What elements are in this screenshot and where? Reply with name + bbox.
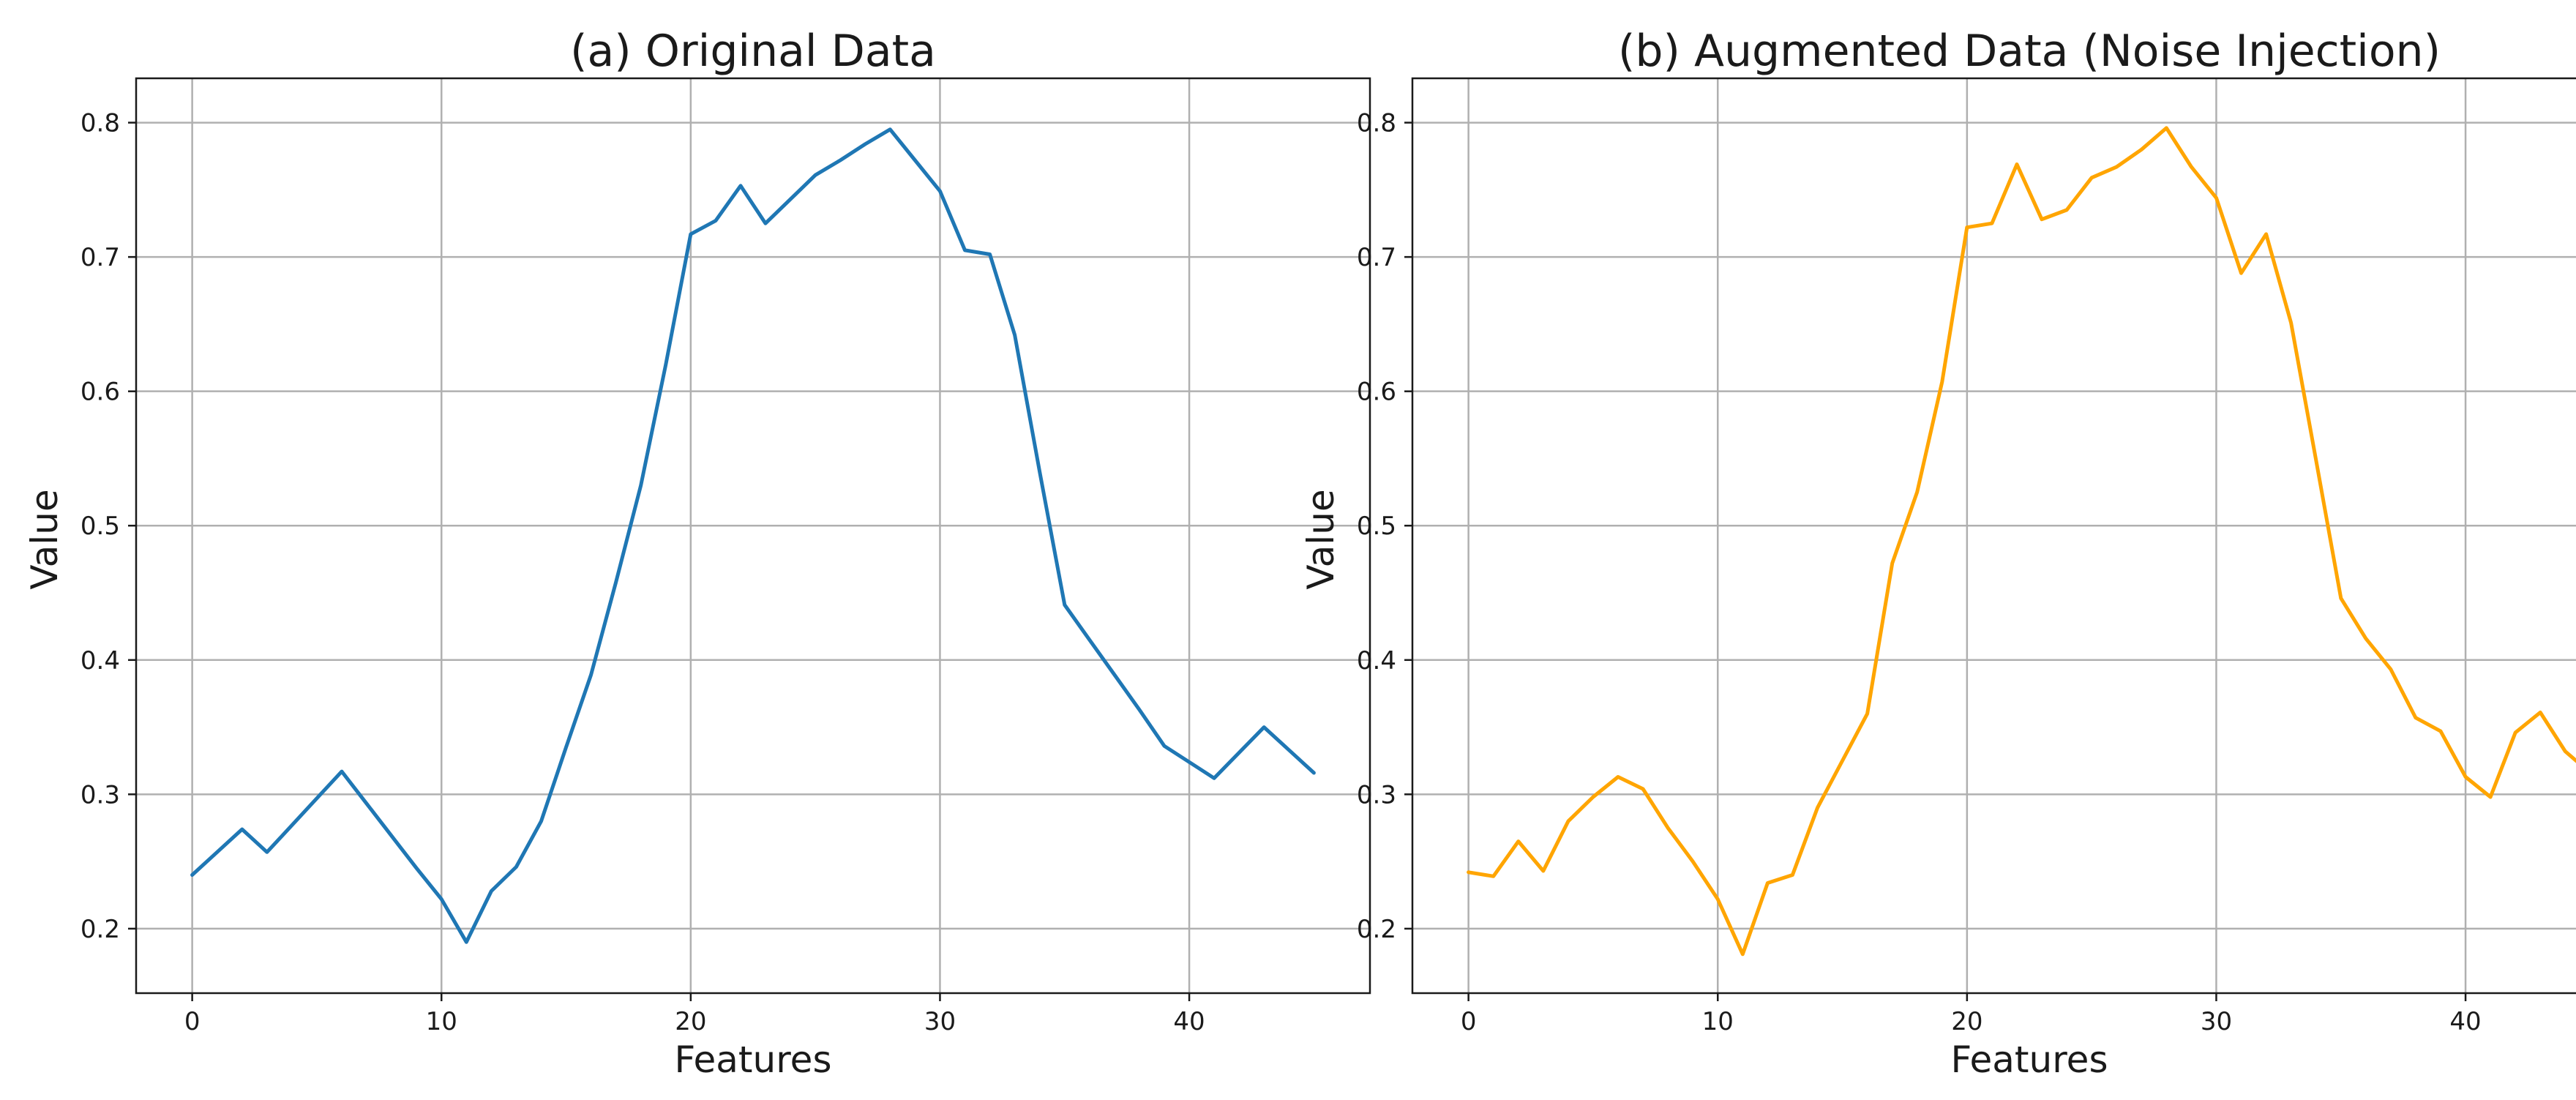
y-tick-label: 0.3 bbox=[80, 780, 120, 809]
y-axis-label: Value bbox=[1300, 489, 1342, 589]
series-line-augmented bbox=[1467, 126, 2576, 957]
ticks: 0 10 20 30 40 0.2 0.3 0.4 0.5 0.6 0.7 0.8 bbox=[80, 109, 1205, 1036]
x-tick-label: 40 bbox=[1173, 1007, 1205, 1036]
x-tick-label: 0 bbox=[184, 1007, 201, 1036]
axes-frame bbox=[1411, 77, 2576, 995]
y-tick-label: 0.3 bbox=[1357, 780, 1396, 809]
data-series bbox=[190, 127, 1316, 944]
y-tick-label: 0.8 bbox=[80, 109, 120, 138]
y-tick-label: 0.8 bbox=[1357, 109, 1396, 138]
x-tick-label: 40 bbox=[2449, 1007, 2481, 1036]
series-line-original bbox=[190, 127, 1316, 944]
axes-frame bbox=[135, 77, 1371, 995]
y-tick-label: 0.2 bbox=[80, 915, 120, 944]
x-tick-label: 20 bbox=[675, 1007, 706, 1036]
y-tick-label: 0.5 bbox=[1357, 512, 1396, 541]
panel-original-data: (a) Original Data Features Value 0 10 20 30… bbox=[23, 26, 1371, 1081]
y-tick-label: 0.4 bbox=[80, 646, 120, 676]
data-series bbox=[1467, 126, 2576, 957]
y-axis-label: Value bbox=[23, 489, 66, 589]
x-tick-label: 20 bbox=[1951, 1007, 1982, 1036]
y-tick-label: 0.6 bbox=[80, 378, 120, 407]
panel-title: (b) Augmented Data (Noise Injection) bbox=[1618, 26, 2441, 77]
ticks: 0 10 20 30 40 0.2 0.3 0.4 0.5 0.6 0.7 0.8 bbox=[1357, 109, 2482, 1036]
x-tick-label: 30 bbox=[2201, 1007, 2232, 1036]
y-tick-label: 0.4 bbox=[1357, 646, 1396, 676]
y-tick-label: 0.7 bbox=[80, 243, 120, 272]
x-axis-label: Features bbox=[1951, 1039, 2108, 1081]
x-axis-label: Features bbox=[675, 1039, 832, 1081]
y-tick-label: 0.5 bbox=[80, 512, 120, 541]
x-tick-label: 0 bbox=[1461, 1007, 1477, 1036]
x-tick-label: 30 bbox=[924, 1007, 956, 1036]
gridlines bbox=[136, 78, 1370, 993]
x-tick-label: 10 bbox=[426, 1007, 457, 1036]
y-tick-label: 0.7 bbox=[1357, 243, 1396, 272]
y-tick-label: 0.2 bbox=[1357, 915, 1396, 944]
y-tick-label: 0.6 bbox=[1357, 378, 1396, 407]
x-tick-label: 10 bbox=[1702, 1007, 1734, 1036]
panel-title: (a) Original Data bbox=[570, 26, 936, 77]
panel-augmented-data: (b) Augmented Data (Noise Injection) Fea… bbox=[1300, 26, 2576, 1081]
